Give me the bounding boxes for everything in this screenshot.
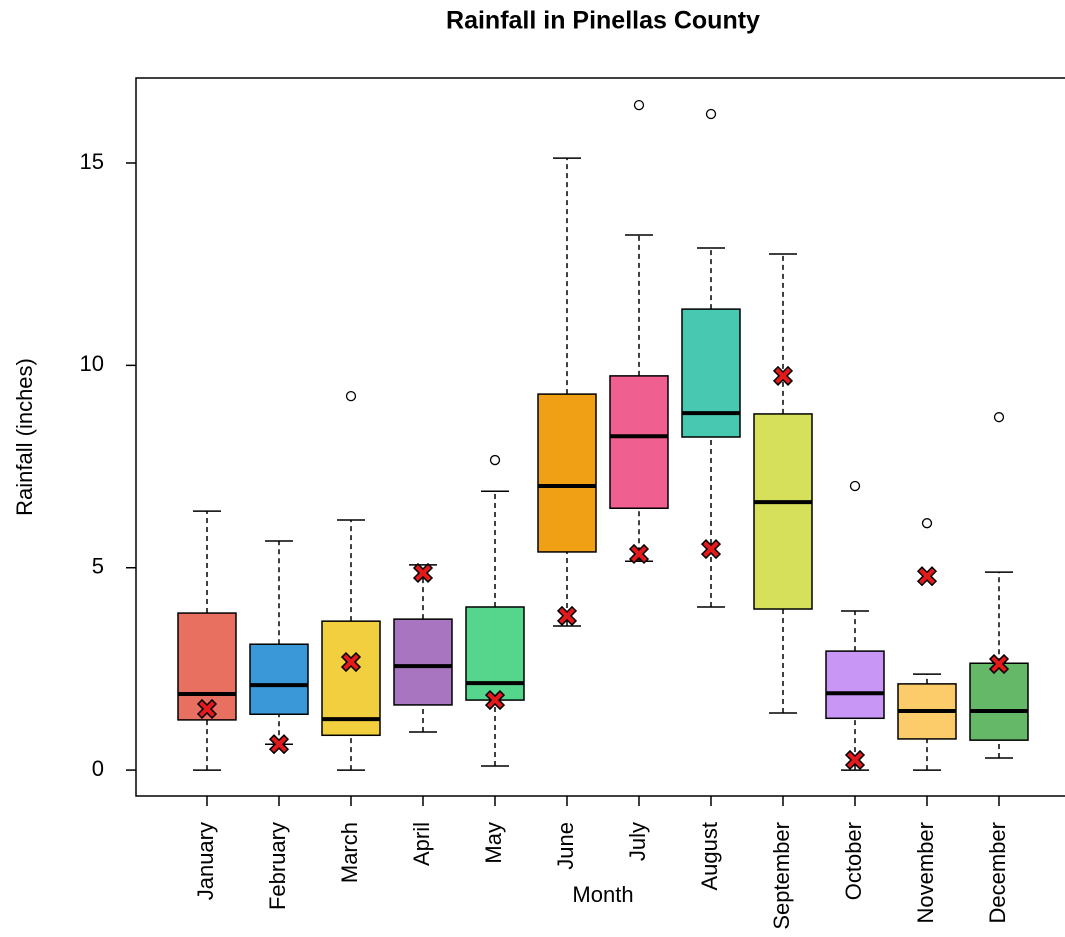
mean-marker	[484, 690, 506, 711]
box	[465, 606, 525, 701]
x-tick-label: February	[265, 822, 290, 910]
outlier	[921, 518, 933, 529]
mean-marker	[556, 605, 578, 626]
outlier	[489, 454, 501, 466]
x-axis-label: Month	[572, 882, 633, 907]
outlier	[633, 99, 645, 111]
y-tick-label: 0	[92, 756, 104, 781]
x-tick-label: October	[841, 822, 866, 900]
box	[969, 662, 1029, 741]
y-tick-label: 15	[80, 149, 104, 174]
x-tick-label: April	[409, 822, 434, 866]
x-tick-label: August	[697, 822, 722, 891]
x-tick-label: June	[553, 822, 578, 870]
box	[753, 413, 813, 610]
x-tick-label: May	[481, 822, 506, 864]
mean-marker	[700, 539, 722, 560]
box	[177, 612, 237, 721]
box	[537, 393, 597, 553]
mean-marker	[988, 653, 1010, 675]
box	[681, 308, 741, 438]
outlier	[705, 108, 717, 120]
y-tick-label: 5	[92, 554, 104, 579]
outlier	[849, 480, 861, 492]
box	[321, 620, 381, 737]
mean-marker	[196, 698, 218, 720]
x-tick-label: March	[337, 822, 362, 883]
mean-marker	[772, 365, 794, 386]
y-tick-label: 10	[80, 351, 104, 376]
x-tick-label: July	[625, 822, 650, 861]
x-tick-label: September	[769, 822, 794, 930]
mean-marker	[844, 749, 866, 771]
box	[393, 618, 453, 706]
outlier	[345, 390, 357, 402]
x-tick-label: January	[193, 822, 218, 900]
chart-title: Rainfall in Pinellas County	[446, 7, 760, 35]
box	[825, 650, 885, 720]
mean-marker	[628, 543, 650, 565]
x-tick-label: November	[913, 822, 938, 923]
mean-marker	[916, 566, 938, 587]
mean-marker	[340, 651, 362, 673]
box	[249, 643, 309, 715]
box	[609, 375, 669, 509]
outlier	[993, 412, 1005, 423]
mean-marker	[268, 734, 290, 755]
x-tick-label: December	[985, 822, 1010, 923]
mean-marker	[412, 562, 434, 584]
plot-frame	[135, 77, 1065, 797]
y-axis-label: Rainfall (inches)	[12, 358, 37, 516]
